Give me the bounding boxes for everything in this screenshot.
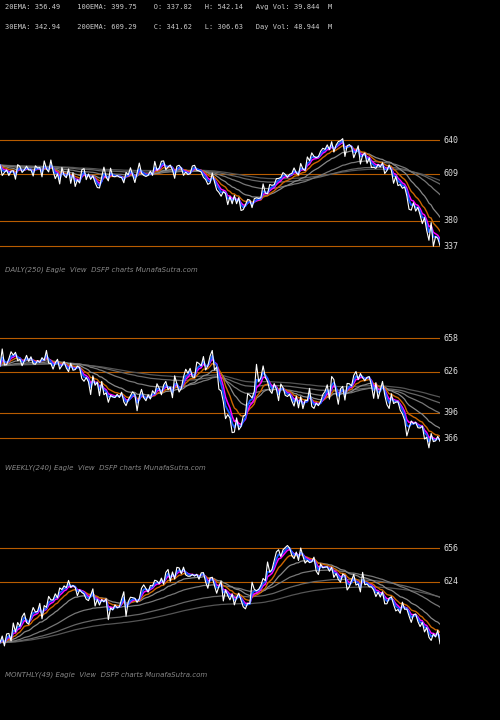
Text: WEEKLY(240) Eagle  View  DSFP charts MunafaSutra.com: WEEKLY(240) Eagle View DSFP charts Munaf… <box>5 464 206 471</box>
Text: DAILY(250) Eagle  View  DSFP charts MunafaSutra.com: DAILY(250) Eagle View DSFP charts Munafa… <box>5 266 198 273</box>
Text: 626: 626 <box>443 367 458 376</box>
Text: 30EMA: 342.94    200EMA: 609.29    C: 341.62   L: 306.63   Day Vol: 48.944  M: 30EMA: 342.94 200EMA: 609.29 C: 341.62 L… <box>5 24 332 30</box>
Text: 640: 640 <box>443 136 458 145</box>
Text: 20EMA: 356.49    100EMA: 399.75    O: 337.82   H: 542.14   Avg Vol: 39.844  M: 20EMA: 356.49 100EMA: 399.75 O: 337.82 H… <box>5 4 332 9</box>
Text: 658: 658 <box>443 334 458 343</box>
Text: MONTHLY(49) Eagle  View  DSFP charts MunafaSutra.com: MONTHLY(49) Eagle View DSFP charts Munaf… <box>5 671 207 678</box>
Text: 609: 609 <box>443 169 458 178</box>
Text: 396: 396 <box>443 408 458 417</box>
Text: 366: 366 <box>443 433 458 443</box>
Text: 624: 624 <box>443 577 458 586</box>
Text: 337: 337 <box>443 242 458 251</box>
Text: 656: 656 <box>443 544 458 553</box>
Text: 380: 380 <box>443 217 458 225</box>
